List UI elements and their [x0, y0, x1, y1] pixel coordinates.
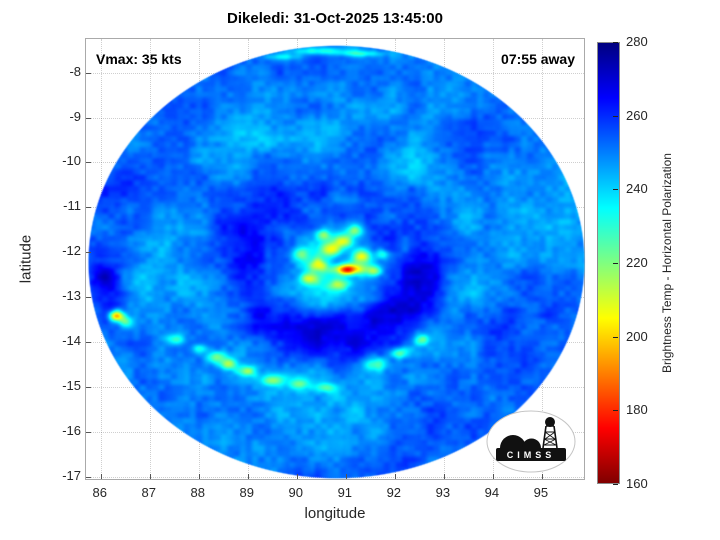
x-tick-label: 92: [386, 485, 402, 500]
x-tick-label: 89: [239, 485, 254, 500]
y-tick-label: -11: [63, 198, 81, 214]
time-away-annotation: 07:55 away: [501, 51, 575, 67]
colorbar-tick-label: 280: [626, 34, 648, 49]
x-tick-label: 88: [190, 485, 205, 500]
logo-text: CIMSS: [507, 450, 556, 460]
plot-area: Vmax: 35 kts 07:55 away CIMSS: [85, 38, 586, 481]
colorbar-tick-label: 200: [626, 328, 648, 344]
colorbar-tick: [613, 115, 618, 117]
y-tick-label: -15: [62, 377, 81, 393]
colorbar-tick: [613, 410, 618, 412]
colorbar-tick: [613, 189, 618, 191]
colorbar-gradient: [598, 43, 619, 483]
logo-bar: [496, 448, 566, 461]
colorbar: [597, 42, 620, 484]
colorbar-tick: [613, 336, 618, 338]
y-tick-label: -12: [62, 243, 81, 259]
y-tick-label: -17: [62, 467, 81, 483]
colorbar-label: Brightness Temp - Horizontal Polarizatio…: [660, 153, 674, 373]
cimss-logo: CIMSS: [486, 410, 576, 478]
cimss-logo-graphic: CIMSS: [486, 410, 576, 473]
y-tick-label: -9: [69, 108, 81, 124]
y-tick-label: -10: [62, 153, 81, 169]
x-tick-label: 90: [288, 485, 304, 500]
vmax-annotation: Vmax: 35 kts: [96, 51, 182, 67]
radome-dome-icon: [500, 435, 526, 448]
colorbar-tick-label: 220: [626, 255, 648, 270]
x-tick-label: 93: [435, 485, 451, 500]
colorbar-tick-label: 260: [626, 107, 648, 123]
x-tick-label: 86: [92, 485, 107, 500]
colorbar-tick-label: 180: [626, 402, 648, 418]
x-tick-label: 87: [141, 485, 156, 500]
colorbar-tick-label: 240: [626, 181, 648, 197]
radome-dome-small-icon: [522, 438, 541, 448]
colorbar-tick-label: 160: [626, 476, 648, 491]
colorbar-tick: [613, 484, 618, 485]
satellite-dish-icon: [545, 417, 555, 427]
y-tick-label: -13: [62, 288, 81, 304]
y-tick-label: -16: [62, 422, 81, 438]
x-axis-label: longitude: [304, 505, 366, 522]
x-tick-label: 91: [337, 485, 353, 500]
y-axis-label: latitude: [17, 234, 35, 284]
y-tick-label: -14: [62, 332, 81, 348]
plot-title: Dikeledi: 31-Oct-2025 13:45:00: [227, 10, 443, 27]
colorbar-tick: [613, 263, 618, 264]
y-tick-label: -8: [69, 63, 81, 79]
satellite-canvas: [86, 39, 586, 481]
x-tick-label: 95: [533, 485, 549, 500]
colorbar-tick: [613, 42, 618, 43]
x-tick-label: 94: [484, 485, 500, 500]
